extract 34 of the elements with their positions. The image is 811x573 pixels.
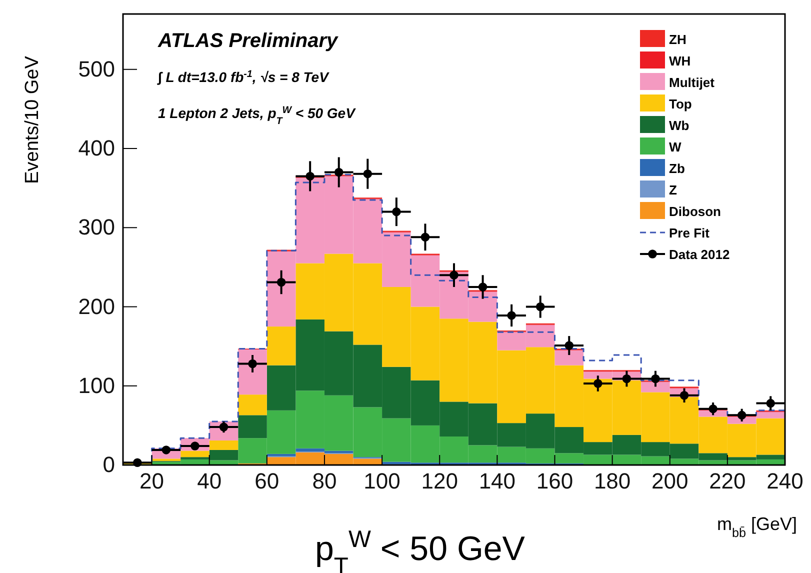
x-tick-label: 220 — [709, 468, 746, 494]
legend-label: Data 2012 — [669, 247, 730, 262]
annotation: 1 Lepton 2 Jets, p$_{T}$$^{W}$ < 50 GeV — [158, 104, 357, 126]
legend-label: Z — [669, 182, 677, 198]
legend-label: ZH — [669, 32, 686, 47]
x-tick-label: 100 — [364, 468, 400, 494]
y-tick-label: 0 — [102, 452, 115, 478]
x-tick-label: 240 — [766, 468, 804, 494]
x-tick-label: 60 — [254, 468, 280, 494]
x-tick-label: 40 — [197, 468, 222, 494]
x-tick-label: 140 — [478, 468, 516, 494]
x-tick-label: 200 — [652, 468, 688, 494]
x-tick-label: 160 — [536, 468, 574, 494]
legend-label: Wb — [669, 118, 690, 133]
legend-label: W — [669, 140, 682, 154]
x-tick-label: 180 — [594, 468, 631, 494]
legend-label: Top — [669, 96, 692, 112]
y-tick-label: 400 — [78, 136, 115, 161]
y-tick-label: 500 — [78, 56, 115, 82]
x-tick-label: 20 — [140, 468, 164, 494]
annotation: ATLAS Preliminary — [157, 30, 339, 52]
x-axis-title: m$_{bb̄}$ [GeV] — [716, 514, 797, 540]
y-tick-label: 200 — [78, 294, 115, 319]
legend-label: WH — [669, 54, 691, 68]
legend-label: Pre Fit — [669, 226, 710, 240]
x-tick-label: 120 — [421, 468, 458, 494]
legend-label: Diboson — [669, 204, 722, 219]
annotation: ∫ L dt=13.0 fb$^{-1}$, √s = 8 TeV — [157, 68, 330, 85]
y-tick-label: 100 — [78, 372, 115, 398]
x-tick-label: 80 — [312, 468, 337, 494]
legend-label: Multijet — [669, 75, 716, 90]
legend-label: Zb — [669, 161, 685, 176]
y-axis-title: Events/10 GeV — [22, 56, 43, 184]
y-tick-label: 300 — [78, 214, 115, 240]
